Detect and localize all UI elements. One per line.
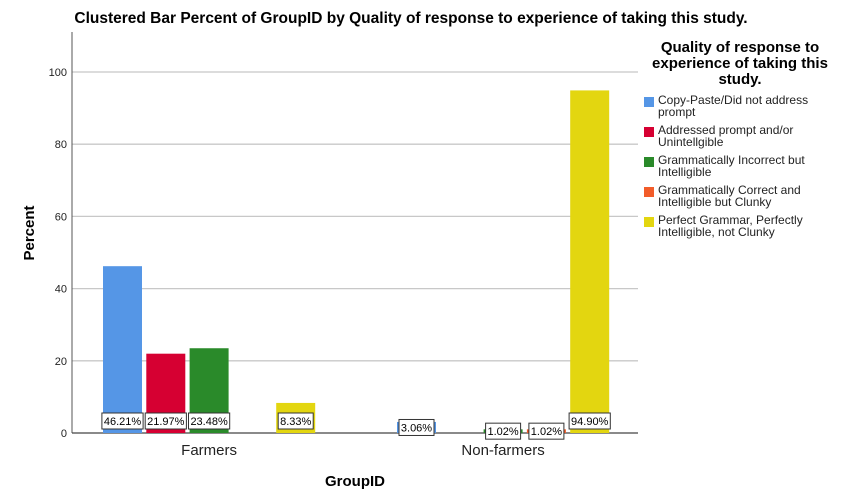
- x-axis-title: GroupID: [325, 473, 385, 490]
- data-label: 8.33%: [280, 416, 311, 428]
- legend-item: Grammatically Incorrect but Intelligible: [640, 154, 840, 178]
- legend: Quality of response to experience of tak…: [640, 40, 840, 238]
- legend-item: Perfect Grammar, Perfectly Intelligible,…: [640, 214, 840, 238]
- bar: [570, 90, 610, 433]
- legend-label: Perfect Grammar, Perfectly Intelligible,…: [658, 213, 803, 239]
- legend-label: Copy-Paste/Did not address prompt: [658, 93, 809, 119]
- data-label-box: [144, 412, 187, 430]
- legend-item: Copy-Paste/Did not address prompt: [640, 94, 840, 118]
- data-label-box: [528, 422, 565, 440]
- legend-label: Grammatically Incorrect but Intelligible: [658, 153, 805, 179]
- legend-item: Addressed prompt and/or Unintellgible: [640, 124, 840, 148]
- data-label: 94.90%: [571, 416, 609, 428]
- y-tick-label: 20: [55, 356, 67, 368]
- legend-swatch: [644, 217, 654, 227]
- data-label: 23.48%: [190, 416, 228, 428]
- legend-item: Grammatically Correct and Intelligible b…: [640, 184, 840, 208]
- y-tick-label: 80: [55, 139, 67, 151]
- data-label-box: [398, 418, 435, 436]
- y-tick-label: 0: [61, 428, 67, 440]
- data-label-box: [101, 412, 144, 430]
- chart-title: Clustered Bar Percent of GroupID by Qual…: [0, 10, 854, 28]
- x-tick-label: Non-farmers: [461, 442, 544, 459]
- legend-swatch: [644, 97, 654, 107]
- legend-label: Grammatically Correct and Intelligible b…: [658, 183, 801, 209]
- data-label-box: [277, 412, 314, 430]
- legend-swatch: [644, 187, 654, 197]
- data-label-box: [188, 412, 231, 430]
- data-label: 1.02%: [487, 426, 518, 438]
- data-label-box: [568, 412, 611, 430]
- legend-swatch: [644, 127, 654, 137]
- data-label: 3.06%: [401, 422, 432, 434]
- legend-swatch: [644, 157, 654, 167]
- y-tick-label: 60: [55, 211, 67, 223]
- legend-label: Addressed prompt and/or Unintellgible: [658, 123, 794, 149]
- data-label-box: [485, 422, 522, 440]
- x-tick-label: Farmers: [181, 442, 237, 459]
- bar: [103, 266, 142, 433]
- data-label: 21.97%: [147, 416, 185, 428]
- chart-title-text: Clustered Bar Percent of GroupID by Qual…: [74, 10, 748, 27]
- y-tick-label: 100: [49, 67, 67, 79]
- data-label: 46.21%: [104, 416, 142, 428]
- data-label: 1.02%: [531, 426, 562, 438]
- y-tick-label: 40: [55, 284, 67, 296]
- y-axis-title: Percent: [21, 205, 38, 260]
- legend-title: Quality of response to experience of tak…: [652, 39, 828, 88]
